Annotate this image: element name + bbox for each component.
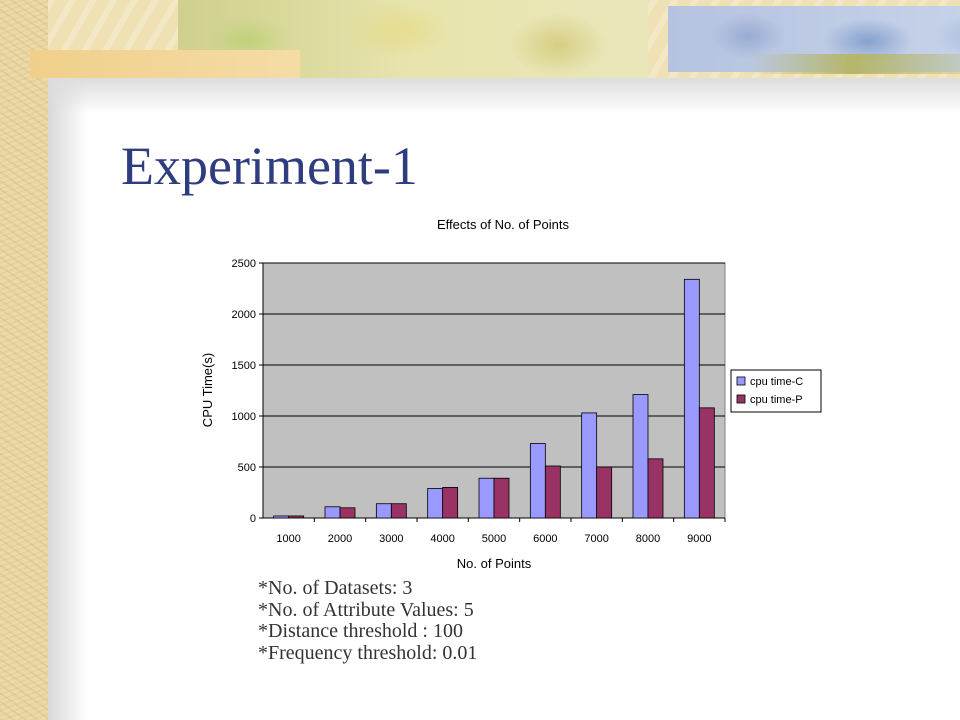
x-axis-label: No. of Points xyxy=(457,556,532,571)
bar-cpu-time-c xyxy=(581,412,598,519)
bar-cpu-time-p xyxy=(544,465,561,519)
bar-cpu-time-c xyxy=(427,488,444,519)
banner-gold-strip xyxy=(30,50,300,78)
bar-cpu-time-p xyxy=(647,458,664,519)
note-distance-threshold: *Distance threshold : 100 xyxy=(258,620,463,642)
y-tick-label: 500 xyxy=(238,462,256,474)
legend-box xyxy=(730,369,822,413)
bar-cpu-time-p xyxy=(698,407,715,519)
slide-title: Experiment-1 xyxy=(121,136,418,196)
bar-cpu-time-c xyxy=(375,503,392,519)
x-tick-label: 8000 xyxy=(636,533,660,545)
legend-label: cpu time-P xyxy=(750,394,803,406)
y-tick-label: 2500 xyxy=(232,258,256,270)
top-shadow xyxy=(48,78,960,114)
note-datasets: *No. of Datasets: 3 xyxy=(258,577,413,599)
bar-cpu-time-p xyxy=(493,477,510,519)
x-tick-label: 3000 xyxy=(379,533,403,545)
legend-swatch xyxy=(736,394,746,404)
x-tick-label: 1000 xyxy=(276,533,300,545)
bar-cpu-time-c xyxy=(683,278,700,519)
bar-cpu-time-p xyxy=(390,503,407,519)
left-shadow xyxy=(48,0,88,720)
y-axis-label: CPU Time(s) xyxy=(200,353,215,427)
note-frequency-threshold: *Frequency threshold: 0.01 xyxy=(258,641,478,664)
bar-cpu-time-p xyxy=(339,507,356,519)
y-tick-label: 1000 xyxy=(232,411,256,423)
bar-cpu-time-p xyxy=(442,486,459,519)
y-tick-label: 0 xyxy=(250,513,256,525)
x-tick-label: 4000 xyxy=(430,533,454,545)
bar-cpu-time-c xyxy=(632,394,649,519)
banner-vine-art xyxy=(748,54,960,74)
bar-cpu-time-c xyxy=(273,515,290,519)
bar-cpu-time-p xyxy=(596,466,613,519)
bar-cpu-time-c xyxy=(529,443,546,519)
y-tick-label: 1500 xyxy=(232,360,256,372)
x-tick-label: 5000 xyxy=(482,533,506,545)
chart-title: Effects of No. of Points xyxy=(437,217,569,232)
bar-cpu-time-p xyxy=(288,515,305,519)
left-texture-bar xyxy=(0,0,48,720)
bar-cpu-time-c xyxy=(324,506,341,519)
legend-swatch xyxy=(736,376,746,386)
x-tick-label: 9000 xyxy=(687,533,711,545)
note-attribute-values: *No. of Attribute Values: 5 xyxy=(258,598,474,621)
x-tick-label: 7000 xyxy=(584,533,608,545)
x-tick-label: 6000 xyxy=(533,533,557,545)
experiment-notes: *No. of Datasets: 3 *No. of Attribute Va… xyxy=(258,577,478,664)
x-tick-label: 2000 xyxy=(328,533,352,545)
bar-cpu-time-c xyxy=(478,477,495,519)
legend-label: cpu time-C xyxy=(750,376,803,388)
y-tick-label: 2000 xyxy=(232,309,256,321)
